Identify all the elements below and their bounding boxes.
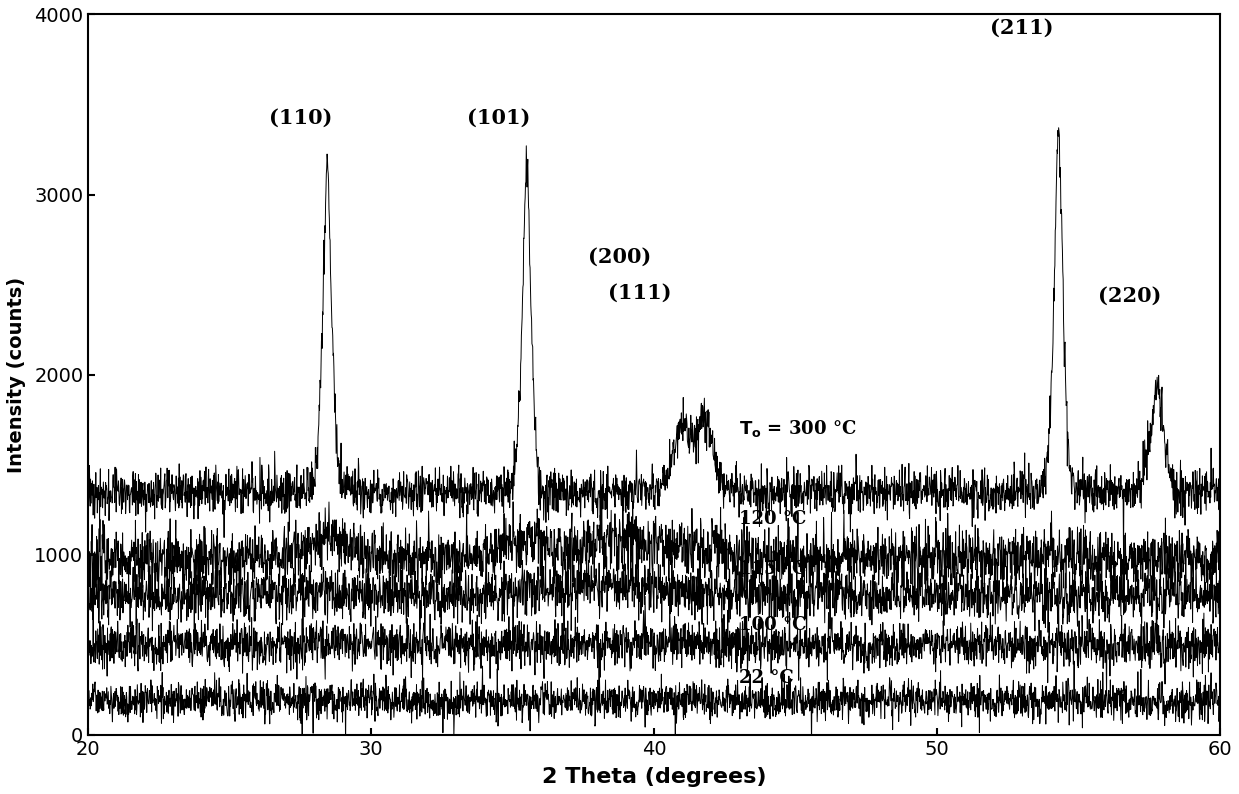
Text: 115 °C: 115 °C [738,560,807,578]
Y-axis label: Intensity (counts): Intensity (counts) [7,276,26,472]
Text: (101): (101) [467,108,530,128]
Text: (200): (200) [589,247,652,267]
Text: 22 °C: 22 °C [738,669,794,687]
Text: 100 °C: 100 °C [738,616,807,634]
Text: (220): (220) [1098,286,1161,306]
Text: $\mathbf{T_o}$ = 300 °C: $\mathbf{T_o}$ = 300 °C [738,418,856,439]
Text: 120 °C: 120 °C [738,510,807,528]
Text: (111): (111) [608,283,672,303]
Text: (211): (211) [990,17,1053,38]
X-axis label: 2 Theta (degrees): 2 Theta (degrees) [541,767,766,787]
Text: (110): (110) [269,108,332,128]
